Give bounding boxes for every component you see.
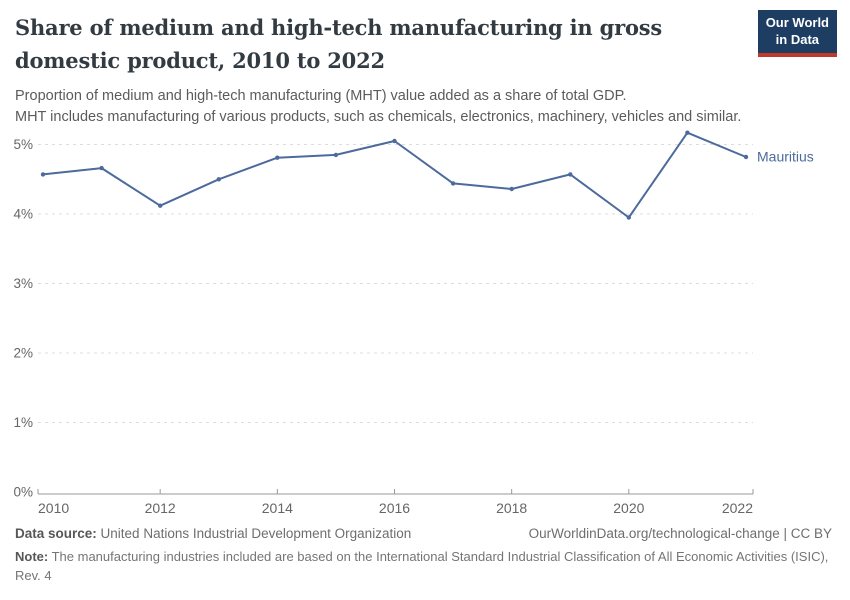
data-point-2018[interactable] [509,186,514,192]
footer-note: Note: The manufacturing industries inclu… [15,548,835,586]
data-point-2016[interactable] [392,138,397,144]
x-tick-label-2014: 2014 [262,500,293,516]
data-source: Data source: United Nations Industrial D… [15,524,411,544]
subtitle-line1: Proportion of medium and high-tech manuf… [15,88,627,104]
data-point-2014[interactable] [275,155,280,160]
x-tick-label-2020: 2020 [613,500,644,516]
data-point-2013[interactable] [216,177,221,182]
y-tick-label-4%: 4% [13,207,33,222]
y-tick-label-0%: 0% [13,485,33,500]
series-label-mauritius[interactable]: Mauritius [757,149,814,165]
data-source-label: Data source: [15,526,97,541]
data-point-2019[interactable] [568,172,573,177]
footer-note-value: The manufacturing industries included ar… [15,549,829,584]
subtitle-line2: MHT includes manufacturing of various pr… [15,108,742,125]
y-tick-label-2%: 2% [13,346,33,361]
data-point-2015[interactable] [333,152,339,158]
data-point-2011[interactable] [99,165,104,171]
y-tick-label-1%: 1% [13,415,33,430]
data-point-2021[interactable] [685,130,690,135]
y-tick-label-3%: 3% [13,276,33,291]
footer-link[interactable]: OurWorldinData.org/technological-change … [528,526,832,541]
page-title: Share of medium and high-tech manufactur… [15,15,662,73]
chart-subtitle: Proportion of medium and high-tech manuf… [15,86,825,127]
owid-logo-line2: in Data [775,31,820,47]
x-tick-label-2010: 2010 [38,500,69,516]
x-tick-label-2012: 2012 [145,500,176,516]
owid-logo[interactable]: Our World in Data [757,10,837,57]
data-point-2022[interactable] [743,154,749,160]
footer-note-label: Note: [15,549,49,565]
x-tick-label-2016: 2016 [379,500,410,516]
data-source-value: United Nations Industrial Development Or… [100,526,412,541]
data-point-2010[interactable] [40,172,46,177]
owid-logo-line1: Our World [765,15,829,30]
chart-footer: Data source: United Nations Industrial D… [15,524,832,586]
x-tick-label-2018: 2018 [496,500,527,516]
data-point-2012[interactable] [158,203,163,208]
x-tick-label-2022: 2022 [722,500,753,516]
data-point-2017[interactable] [450,181,456,186]
data-point-2020[interactable] [626,215,631,220]
data-line-mauritius[interactable] [42,131,747,219]
y-tick-label-5%: 5% [13,137,33,152]
chart-svg[interactable]: 0% 1% 2% 3% 4% 5% 2010 2012 2014 2016 2018 2020 2022… [0,130,850,520]
